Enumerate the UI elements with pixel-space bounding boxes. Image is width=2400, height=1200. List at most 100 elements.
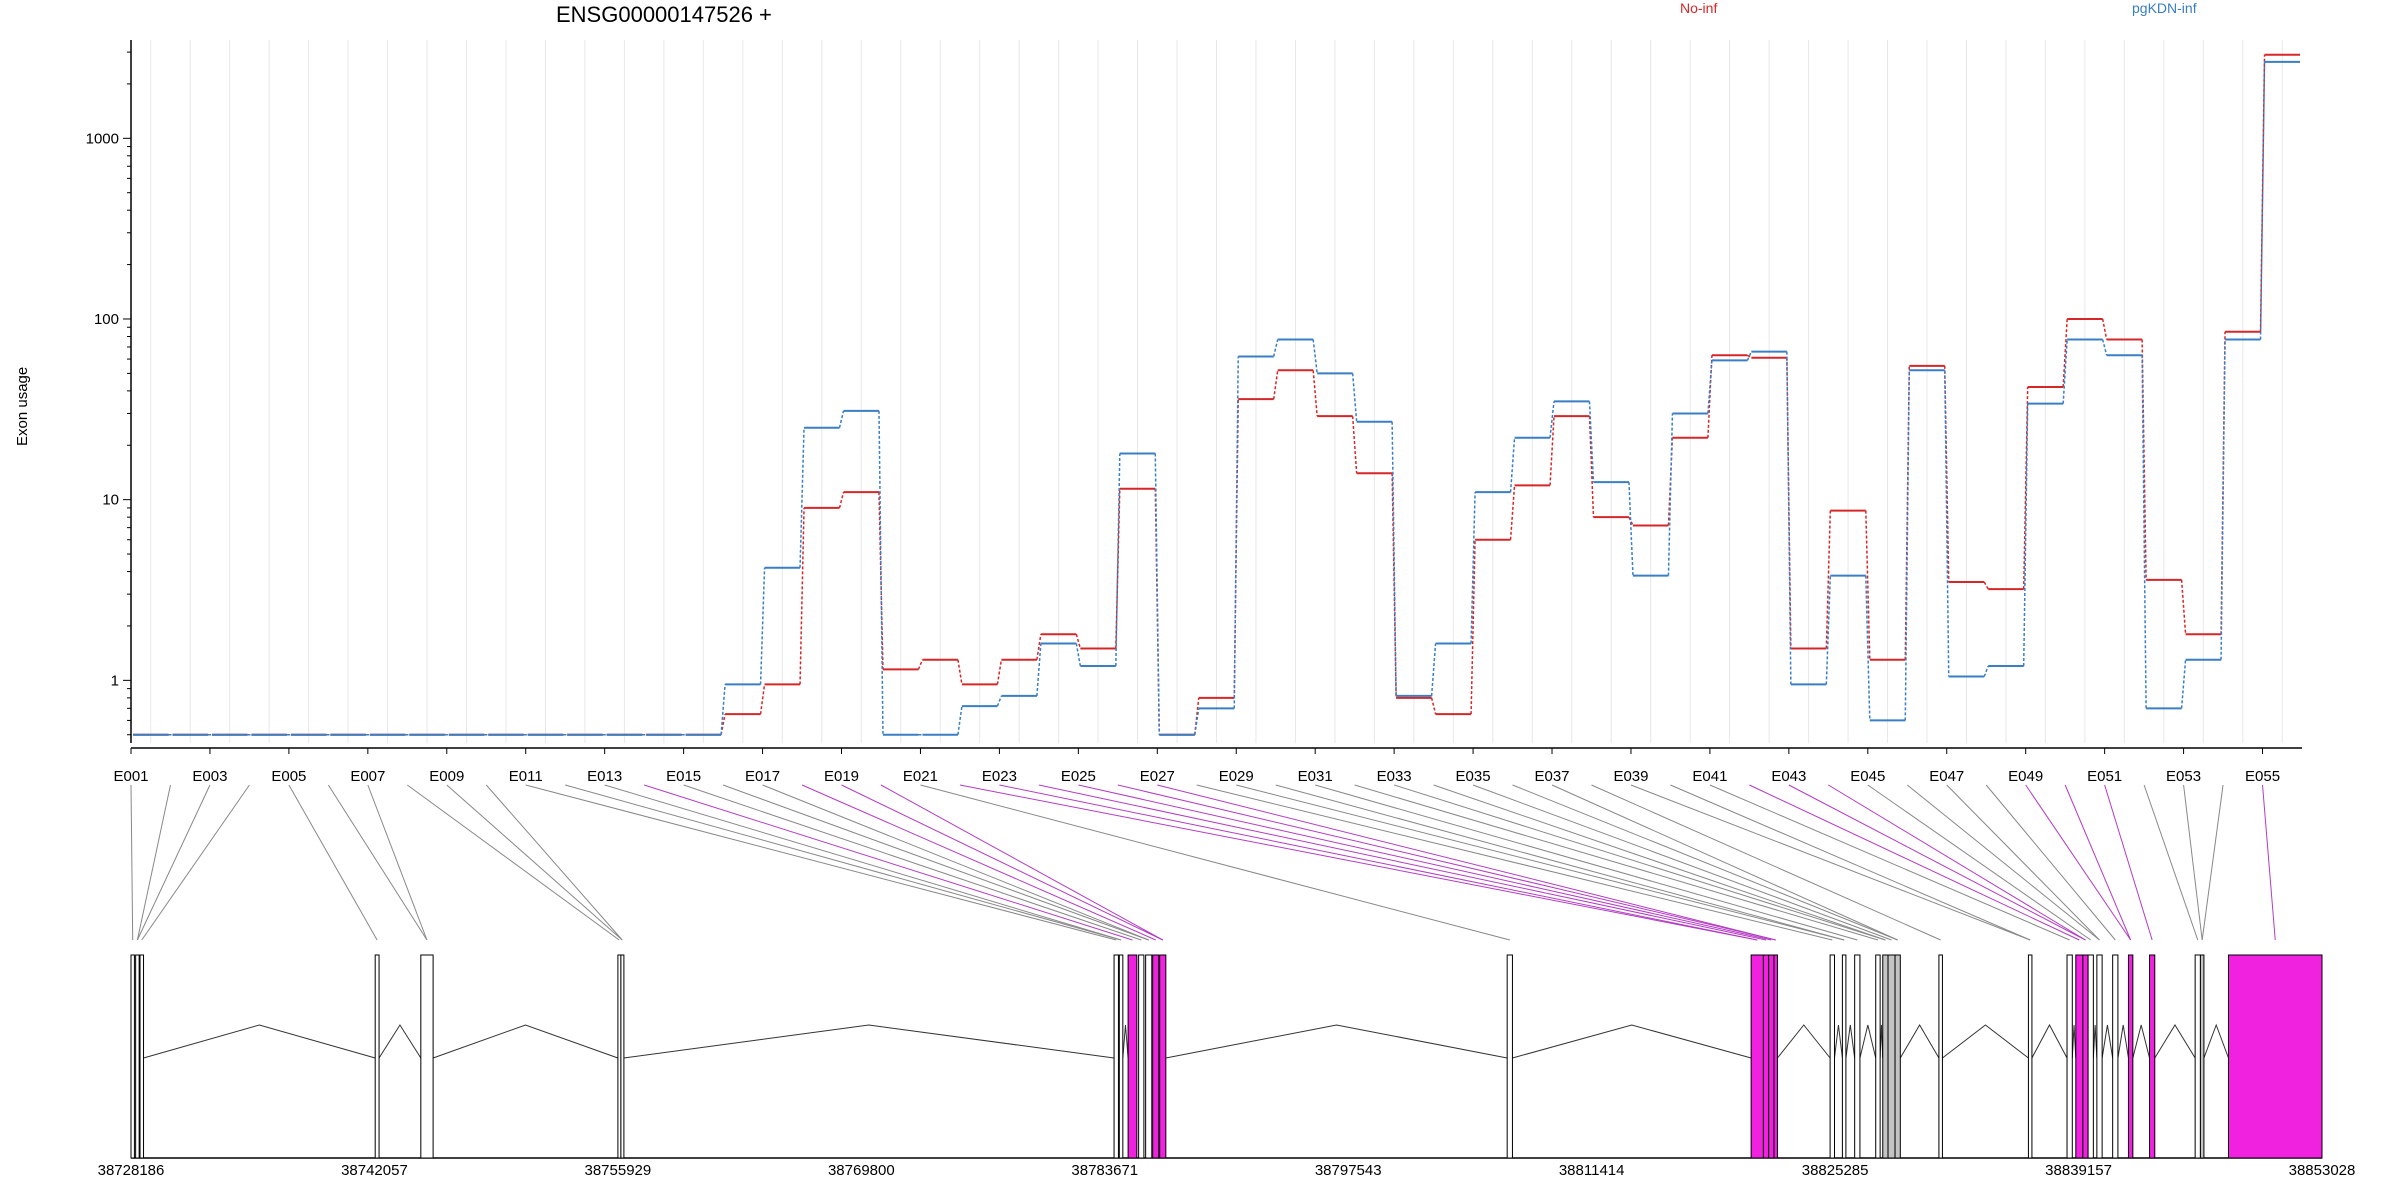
gene-model: 38728186 38742057 38755929 38769800 38783671… xyxy=(98,954,2355,1179)
exon-block xyxy=(1118,954,1124,1159)
series-step xyxy=(1746,354,1752,359)
series-step xyxy=(957,659,963,685)
series-step xyxy=(1509,485,1516,540)
exon-connector xyxy=(1472,784,1892,941)
grid-lines xyxy=(150,40,2283,743)
series-step xyxy=(1786,351,1792,685)
genomic-coordinate-label: 38755929 xyxy=(585,1162,652,1179)
series-step xyxy=(2062,318,2068,388)
x-tick-label: E023 xyxy=(982,768,1017,785)
exon-connector xyxy=(2025,784,2132,941)
x-tick-label: E001 xyxy=(113,768,148,785)
exon-connector xyxy=(1985,784,2116,941)
x-tick-label: E025 xyxy=(1061,768,1096,785)
intron-line xyxy=(1512,1024,1752,1059)
x-tick-label: E005 xyxy=(271,768,306,785)
intron-line xyxy=(2117,1024,2129,1059)
intron-line xyxy=(1859,1024,1877,1059)
genomic-coordinate-label: 38825285 xyxy=(1802,1162,1869,1179)
x-tick-label: E049 xyxy=(2008,768,2043,785)
exon-block xyxy=(1127,954,1138,1159)
intron-line xyxy=(623,1024,1115,1059)
x-tick-label: E021 xyxy=(903,768,938,785)
exon-connector xyxy=(1946,784,2100,941)
intron-line xyxy=(2031,1023,2068,1059)
exon-block xyxy=(1894,954,1901,1159)
exon-connector xyxy=(525,784,1117,941)
series-step xyxy=(1470,539,1476,715)
exon-block xyxy=(130,954,135,1159)
series-step xyxy=(1272,370,1279,400)
exon-connector xyxy=(130,784,134,941)
series-step xyxy=(2101,318,2108,340)
genomic-coordinate-label: 38797543 xyxy=(1315,1162,1382,1179)
genomic-coordinate-label: 38839157 xyxy=(2045,1162,2112,1179)
exon-block xyxy=(2199,954,2205,1159)
exon-block xyxy=(1762,954,1770,1159)
series-step xyxy=(1549,416,1555,486)
genomic-coordinate-label: 38811414 xyxy=(1559,1162,1625,1179)
series-step xyxy=(1233,356,1239,709)
intron-line xyxy=(2101,1024,2114,1059)
exon-connector xyxy=(136,784,171,941)
genomic-coordinate-label: 38728186 xyxy=(98,1162,165,1179)
exon-block xyxy=(1829,954,1835,1159)
intron-line xyxy=(2092,1024,2098,1059)
x-tick-label: E019 xyxy=(824,768,859,785)
exon-block xyxy=(1506,954,1513,1159)
legend-entry-no-inf: No-inf xyxy=(1680,0,1718,16)
x-tick-label: E043 xyxy=(1771,768,1806,785)
x-tick-label: E003 xyxy=(192,768,227,785)
series-step xyxy=(1154,453,1161,735)
y-tick-label: 1 xyxy=(111,672,119,689)
exon-connector xyxy=(999,784,1758,941)
y-tick-label: 100 xyxy=(94,311,119,328)
genomic-coordinate-label: 38742057 xyxy=(341,1162,408,1179)
exon-block xyxy=(420,954,434,1159)
exon-block xyxy=(1875,954,1881,1159)
exon-block xyxy=(2075,954,2084,1159)
series-step xyxy=(1628,482,1634,576)
series-step xyxy=(799,427,805,568)
series-step xyxy=(1391,421,1397,696)
series-step xyxy=(1351,416,1358,474)
series-step xyxy=(1588,416,1595,518)
intron-line xyxy=(2071,1024,2077,1059)
exon-connector xyxy=(1551,784,1898,941)
series-step xyxy=(2180,659,2187,709)
exon-connector xyxy=(1867,784,2092,941)
exon-block xyxy=(1159,954,1167,1159)
series-step xyxy=(759,567,766,685)
series-step xyxy=(759,684,766,715)
exon-block xyxy=(2227,954,2323,1159)
exon-connector xyxy=(2183,784,2203,941)
exon-connector xyxy=(136,784,211,941)
x-tick-label: E041 xyxy=(1692,768,1727,785)
exon-connector xyxy=(1828,784,2086,941)
series-step xyxy=(1707,360,1713,414)
series-step xyxy=(2022,403,2029,667)
exon-block xyxy=(1138,954,1145,1159)
x-tick-label: E009 xyxy=(429,768,464,785)
intron-line xyxy=(1833,1024,1843,1059)
exon-connector xyxy=(2262,784,2276,941)
series-step xyxy=(1667,437,1674,526)
exon-connector xyxy=(1906,784,2100,941)
series-step xyxy=(1549,401,1555,438)
x-tick-label: E051 xyxy=(2087,768,2122,785)
x-tick-label: E007 xyxy=(350,768,385,785)
genomic-coordinate-label: 38783671 xyxy=(1071,1162,1138,1179)
intron-line xyxy=(143,1024,376,1059)
exon-block xyxy=(2194,954,2201,1159)
series-step xyxy=(1194,708,1200,735)
exon-connector xyxy=(327,784,428,941)
y-axis: 1 10 100 1000 xyxy=(86,40,132,743)
exon-block xyxy=(1750,954,1764,1159)
exon-connector xyxy=(2143,784,2199,941)
series-step xyxy=(1943,370,1950,677)
series-step xyxy=(1115,488,1121,649)
x-tick-label: E037 xyxy=(1534,768,1569,785)
exon-block xyxy=(139,954,145,1159)
x-tick-label: E015 xyxy=(666,768,701,785)
series-step xyxy=(2141,339,2147,580)
